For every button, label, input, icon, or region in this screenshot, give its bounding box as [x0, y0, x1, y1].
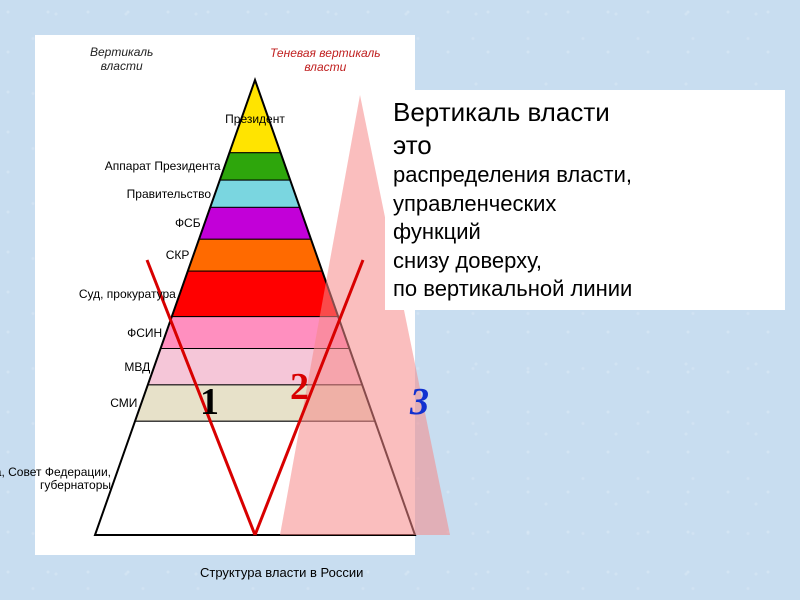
header-left-line1: Вертикаль	[90, 45, 153, 59]
number-2: 2	[290, 365, 309, 409]
layer-label: МВД	[124, 361, 150, 374]
header-right-line2: власти	[304, 60, 346, 74]
layer-label: СМИ	[110, 397, 137, 410]
number-3: 3	[410, 380, 429, 424]
layer-label: Правительство	[127, 188, 211, 201]
bottom-caption: Структура власти в России	[200, 565, 363, 580]
definition-line-1: распределения власти,	[393, 161, 777, 190]
header-left-line2: власти	[101, 59, 143, 73]
pyramid-layer	[172, 271, 338, 317]
definition-line-3: функций	[393, 218, 777, 247]
definition-title-1: Вертикаль власти	[393, 96, 777, 129]
definition-line-4: снизу доверху,	[393, 247, 777, 276]
definition-line-2: управленческих	[393, 190, 777, 219]
pyramid-layer	[220, 153, 290, 180]
layer-label: ФСИН	[127, 327, 162, 340]
layer-label: Суд, прокуратура	[79, 288, 176, 301]
header-right-line1: Теневая вертикаль	[270, 46, 381, 60]
layer-label: ФСБ	[175, 217, 201, 230]
layer-label: Дума, Совет Федерации,губернаторы	[0, 466, 111, 492]
layer-label: СКР	[166, 249, 190, 262]
definition-title-2: это	[393, 129, 777, 162]
header-left: Вертикаль власти	[90, 45, 153, 74]
layer-label: Президент	[185, 113, 325, 126]
definition-line-5: по вертикальной линии	[393, 275, 777, 304]
number-1: 1	[200, 380, 219, 424]
pyramid-layer	[188, 239, 322, 271]
definition-text-box: Вертикаль власти это распределения власт…	[385, 90, 785, 310]
header-right: Теневая вертикаль власти	[270, 46, 381, 75]
layer-label: Аппарат Президента	[105, 160, 221, 173]
pyramid-layer	[199, 207, 311, 239]
pyramid-layer	[210, 180, 300, 207]
